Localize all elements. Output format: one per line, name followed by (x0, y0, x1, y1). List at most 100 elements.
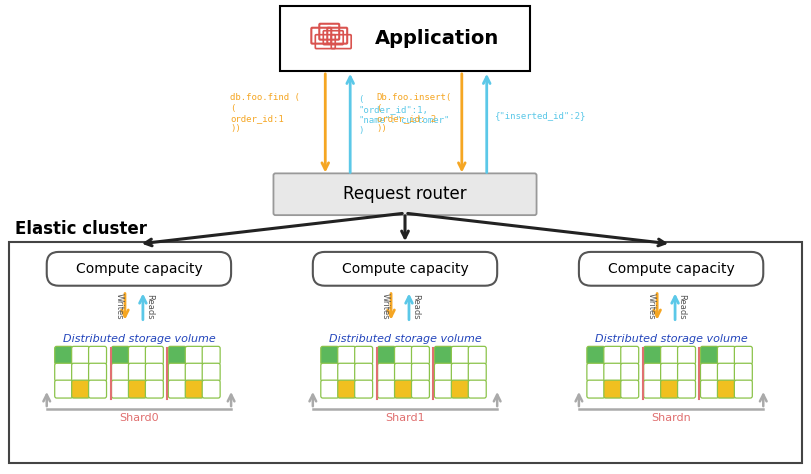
FancyBboxPatch shape (185, 346, 204, 364)
FancyBboxPatch shape (321, 346, 339, 364)
Bar (10, 242, 801, 463)
FancyBboxPatch shape (411, 346, 429, 364)
FancyBboxPatch shape (735, 380, 753, 398)
FancyBboxPatch shape (677, 380, 696, 398)
Text: Shardn: Shardn (651, 413, 691, 423)
FancyBboxPatch shape (604, 363, 622, 381)
FancyBboxPatch shape (128, 346, 147, 364)
FancyBboxPatch shape (88, 363, 106, 381)
FancyBboxPatch shape (378, 363, 396, 381)
FancyBboxPatch shape (169, 363, 187, 381)
Bar (281, 6, 530, 71)
FancyBboxPatch shape (54, 346, 73, 364)
FancyBboxPatch shape (169, 380, 187, 398)
FancyBboxPatch shape (321, 380, 339, 398)
FancyBboxPatch shape (718, 346, 736, 364)
FancyBboxPatch shape (313, 252, 497, 286)
FancyBboxPatch shape (128, 363, 147, 381)
FancyBboxPatch shape (394, 363, 413, 381)
FancyBboxPatch shape (202, 363, 220, 381)
FancyBboxPatch shape (718, 363, 736, 381)
Text: Writes: Writes (380, 293, 389, 320)
FancyBboxPatch shape (604, 346, 622, 364)
FancyBboxPatch shape (661, 363, 679, 381)
FancyBboxPatch shape (452, 346, 470, 364)
Text: Shard0: Shard0 (119, 413, 159, 423)
FancyBboxPatch shape (202, 380, 220, 398)
FancyBboxPatch shape (394, 346, 413, 364)
FancyBboxPatch shape (378, 380, 396, 398)
Text: Shard1: Shard1 (385, 413, 425, 423)
Text: Reads: Reads (677, 294, 687, 319)
FancyBboxPatch shape (273, 173, 537, 215)
FancyBboxPatch shape (644, 346, 662, 364)
Text: Application: Application (375, 29, 500, 48)
FancyBboxPatch shape (661, 380, 679, 398)
FancyBboxPatch shape (145, 363, 163, 381)
Text: Request router: Request router (343, 185, 467, 203)
Text: Writes: Writes (114, 293, 123, 320)
Text: {"inserted_id":2}: {"inserted_id":2} (495, 111, 586, 120)
FancyBboxPatch shape (677, 346, 696, 364)
FancyBboxPatch shape (337, 346, 356, 364)
FancyBboxPatch shape (111, 380, 130, 398)
FancyBboxPatch shape (701, 363, 719, 381)
FancyBboxPatch shape (71, 363, 89, 381)
Text: Reads: Reads (145, 294, 154, 319)
FancyBboxPatch shape (394, 380, 413, 398)
FancyBboxPatch shape (88, 380, 106, 398)
Text: Distributed storage volume: Distributed storage volume (594, 335, 748, 345)
FancyBboxPatch shape (701, 380, 719, 398)
Text: Db.foo.insert(
(
order_id: 2
)): Db.foo.insert( ( order_id: 2 )) (376, 93, 452, 133)
Text: Writes: Writes (646, 293, 655, 320)
FancyBboxPatch shape (354, 346, 372, 364)
FancyBboxPatch shape (145, 346, 163, 364)
FancyBboxPatch shape (452, 363, 470, 381)
FancyBboxPatch shape (185, 380, 204, 398)
Text: Compute capacity: Compute capacity (607, 262, 735, 276)
FancyBboxPatch shape (321, 363, 339, 381)
FancyBboxPatch shape (587, 363, 605, 381)
FancyBboxPatch shape (337, 363, 356, 381)
FancyBboxPatch shape (337, 380, 356, 398)
FancyBboxPatch shape (644, 380, 662, 398)
FancyBboxPatch shape (411, 363, 429, 381)
FancyBboxPatch shape (54, 380, 73, 398)
FancyBboxPatch shape (145, 380, 163, 398)
FancyBboxPatch shape (620, 346, 639, 364)
FancyBboxPatch shape (435, 380, 453, 398)
Text: Elastic cluster: Elastic cluster (15, 220, 148, 238)
FancyBboxPatch shape (411, 380, 429, 398)
FancyBboxPatch shape (468, 363, 487, 381)
FancyBboxPatch shape (47, 252, 231, 286)
FancyBboxPatch shape (378, 346, 396, 364)
Text: Compute capacity: Compute capacity (75, 262, 202, 276)
FancyBboxPatch shape (185, 363, 204, 381)
FancyBboxPatch shape (718, 380, 736, 398)
FancyBboxPatch shape (661, 346, 679, 364)
FancyBboxPatch shape (354, 380, 372, 398)
FancyBboxPatch shape (435, 363, 453, 381)
Text: Distributed storage volume: Distributed storage volume (62, 335, 215, 345)
FancyBboxPatch shape (644, 363, 662, 381)
FancyBboxPatch shape (354, 363, 372, 381)
FancyBboxPatch shape (128, 380, 147, 398)
Text: Distributed storage volume: Distributed storage volume (328, 335, 482, 345)
Text: Reads: Reads (411, 294, 420, 319)
FancyBboxPatch shape (54, 363, 73, 381)
FancyBboxPatch shape (604, 380, 622, 398)
FancyBboxPatch shape (735, 346, 753, 364)
FancyBboxPatch shape (620, 363, 639, 381)
FancyBboxPatch shape (677, 363, 696, 381)
FancyBboxPatch shape (468, 380, 487, 398)
FancyBboxPatch shape (71, 346, 89, 364)
FancyBboxPatch shape (452, 380, 470, 398)
Text: (
"order_id":1,
"name":"customer"
): ( "order_id":1, "name":"customer" ) (358, 95, 449, 135)
FancyBboxPatch shape (735, 363, 753, 381)
FancyBboxPatch shape (468, 346, 487, 364)
FancyBboxPatch shape (587, 346, 605, 364)
FancyBboxPatch shape (88, 346, 106, 364)
FancyBboxPatch shape (587, 380, 605, 398)
FancyBboxPatch shape (71, 380, 89, 398)
Text: db.foo.find (
(
order_id:1
)): db.foo.find ( ( order_id:1 )) (230, 93, 300, 133)
